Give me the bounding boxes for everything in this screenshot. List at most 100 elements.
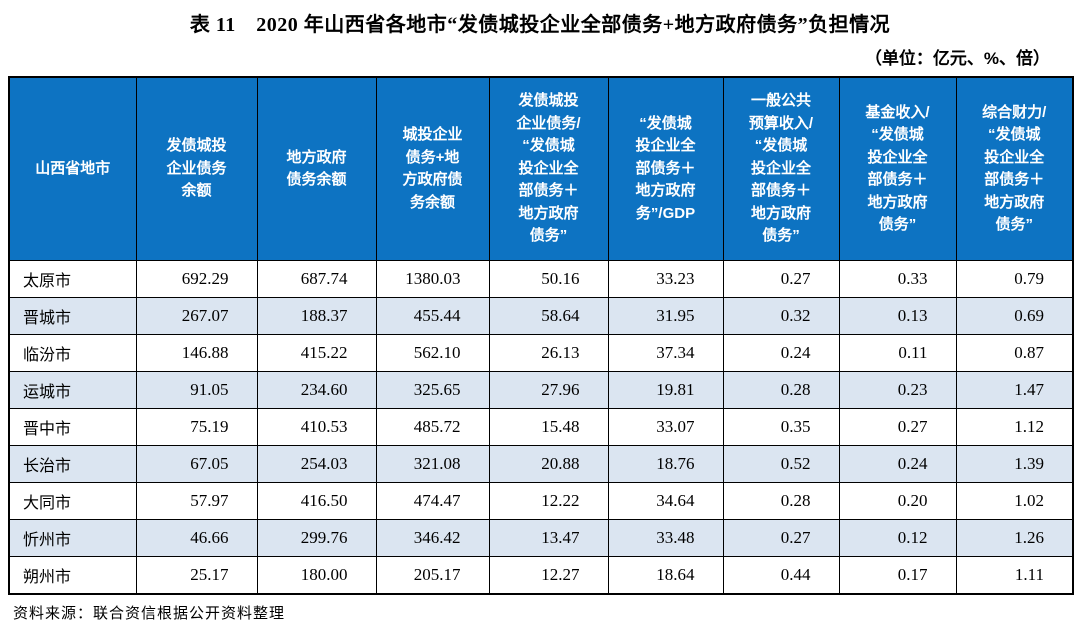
value-cell: 27.96 bbox=[488, 371, 609, 409]
value-cell: 0.44 bbox=[722, 556, 840, 595]
value-cell: 18.76 bbox=[607, 445, 724, 483]
value-cell: 0.11 bbox=[838, 334, 957, 372]
value-cell: 562.10 bbox=[375, 334, 490, 372]
table-row: 晋城市 267.07 188.37 455.44 58.64 31.95 0.3… bbox=[8, 297, 1074, 335]
value-cell: 31.95 bbox=[607, 297, 724, 335]
value-cell: 455.44 bbox=[375, 297, 490, 335]
column-header-region: 山西省地市 bbox=[8, 76, 137, 261]
value-cell: 1.26 bbox=[955, 519, 1074, 557]
value-cell: 410.53 bbox=[256, 408, 377, 446]
column-header: 综合财力/ “发债城 投企业全 部债务＋ 地方政府 债务” bbox=[955, 76, 1074, 261]
city-cell: 朔州市 bbox=[8, 556, 137, 595]
value-cell: 0.69 bbox=[955, 297, 1074, 335]
value-cell: 1380.03 bbox=[375, 260, 490, 298]
value-cell: 0.23 bbox=[838, 371, 957, 409]
column-header: 发债城投 企业债务/ “发债城 投企业全 部债务＋ 地方政府 债务” bbox=[488, 76, 609, 261]
value-cell: 0.27 bbox=[722, 519, 840, 557]
value-cell: 0.27 bbox=[722, 260, 840, 298]
value-cell: 188.37 bbox=[256, 297, 377, 335]
value-cell: 416.50 bbox=[256, 482, 377, 520]
value-cell: 20.88 bbox=[488, 445, 609, 483]
header-row: 山西省地市 发债城投 企业债务 余额 地方政府 债务余额 城投企业 债务+地 方… bbox=[8, 76, 1074, 261]
value-cell: 254.03 bbox=[256, 445, 377, 483]
city-cell: 大同市 bbox=[8, 482, 137, 520]
value-cell: 0.27 bbox=[838, 408, 957, 446]
table-row: 大同市 57.97 416.50 474.47 12.22 34.64 0.28… bbox=[8, 482, 1074, 520]
unit-note: （单位：亿元、%、倍） bbox=[864, 49, 1050, 68]
table-row: 晋中市 75.19 410.53 485.72 15.48 33.07 0.35… bbox=[8, 408, 1074, 446]
value-cell: 1.11 bbox=[955, 556, 1074, 595]
column-header: 地方政府 债务余额 bbox=[256, 76, 377, 261]
value-cell: 19.81 bbox=[607, 371, 724, 409]
value-cell: 0.87 bbox=[955, 334, 1074, 372]
table-row: 忻州市 46.66 299.76 346.42 13.47 33.48 0.27… bbox=[8, 519, 1074, 557]
value-cell: 205.17 bbox=[375, 556, 490, 595]
table-title: 表 11 2020 年山西省各地市“发债城投企业全部债务+地方政府债务”负担情况 bbox=[189, 14, 891, 36]
value-cell: 1.02 bbox=[955, 482, 1074, 520]
value-cell: 58.64 bbox=[488, 297, 609, 335]
value-cell: 692.29 bbox=[135, 260, 258, 298]
table-row: 长治市 67.05 254.03 321.08 20.88 18.76 0.52… bbox=[8, 445, 1074, 483]
source-note: 资料来源：联合资信根据公开资料整理 bbox=[13, 606, 286, 620]
value-cell: 485.72 bbox=[375, 408, 490, 446]
value-cell: 146.88 bbox=[135, 334, 258, 372]
value-cell: 0.17 bbox=[838, 556, 957, 595]
column-header: 发债城投 企业债务 余额 bbox=[135, 76, 258, 261]
value-cell: 33.48 bbox=[607, 519, 724, 557]
value-cell: 1.12 bbox=[955, 408, 1074, 446]
column-header: “发债城 投企业全 部债务＋ 地方政府 务”/GDP bbox=[607, 76, 724, 261]
value-cell: 91.05 bbox=[135, 371, 258, 409]
city-cell: 晋中市 bbox=[8, 408, 137, 446]
value-cell: 26.13 bbox=[488, 334, 609, 372]
value-cell: 0.24 bbox=[722, 334, 840, 372]
city-cell: 临汾市 bbox=[8, 334, 137, 372]
value-cell: 18.64 bbox=[607, 556, 724, 595]
city-cell: 太原市 bbox=[8, 260, 137, 298]
value-cell: 0.33 bbox=[838, 260, 957, 298]
value-cell: 0.28 bbox=[722, 371, 840, 409]
value-cell: 12.27 bbox=[488, 556, 609, 595]
column-header: 城投企业 债务+地 方政府债 务余额 bbox=[375, 76, 490, 261]
value-cell: 267.07 bbox=[135, 297, 258, 335]
value-cell: 346.42 bbox=[375, 519, 490, 557]
table-row: 太原市 692.29 687.74 1380.03 50.16 33.23 0.… bbox=[8, 260, 1074, 298]
column-header: 一般公共 预算收入/ “发债城 投企业全 部债务＋ 地方政府 债务” bbox=[722, 76, 840, 261]
value-cell: 33.23 bbox=[607, 260, 724, 298]
city-cell: 忻州市 bbox=[8, 519, 137, 557]
city-cell: 晋城市 bbox=[8, 297, 137, 335]
value-cell: 0.79 bbox=[955, 260, 1074, 298]
value-cell: 12.22 bbox=[488, 482, 609, 520]
value-cell: 0.24 bbox=[838, 445, 957, 483]
table-row: 运城市 91.05 234.60 325.65 27.96 19.81 0.28… bbox=[8, 371, 1074, 409]
value-cell: 234.60 bbox=[256, 371, 377, 409]
value-cell: 180.00 bbox=[256, 556, 377, 595]
column-header: 基金收入/ “发债城 投企业全 部债务＋ 地方政府 债务” bbox=[838, 76, 957, 261]
value-cell: 415.22 bbox=[256, 334, 377, 372]
value-cell: 37.34 bbox=[607, 334, 724, 372]
value-cell: 325.65 bbox=[375, 371, 490, 409]
value-cell: 0.13 bbox=[838, 297, 957, 335]
value-cell: 34.64 bbox=[607, 482, 724, 520]
value-cell: 321.08 bbox=[375, 445, 490, 483]
value-cell: 474.47 bbox=[375, 482, 490, 520]
value-cell: 0.35 bbox=[722, 408, 840, 446]
value-cell: 0.20 bbox=[838, 482, 957, 520]
value-cell: 57.97 bbox=[135, 482, 258, 520]
value-cell: 0.32 bbox=[722, 297, 840, 335]
value-cell: 687.74 bbox=[256, 260, 377, 298]
value-cell: 50.16 bbox=[488, 260, 609, 298]
value-cell: 46.66 bbox=[135, 519, 258, 557]
city-cell: 运城市 bbox=[8, 371, 137, 409]
value-cell: 33.07 bbox=[607, 408, 724, 446]
value-cell: 75.19 bbox=[135, 408, 258, 446]
value-cell: 13.47 bbox=[488, 519, 609, 557]
debt-burden-table: 山西省地市 发债城投 企业债务 余额 地方政府 债务余额 城投企业 债务+地 方… bbox=[8, 76, 1074, 595]
value-cell: 25.17 bbox=[135, 556, 258, 595]
table-row: 朔州市 25.17 180.00 205.17 12.27 18.64 0.44… bbox=[8, 556, 1074, 595]
value-cell: 0.12 bbox=[838, 519, 957, 557]
value-cell: 15.48 bbox=[488, 408, 609, 446]
value-cell: 1.39 bbox=[955, 445, 1074, 483]
city-cell: 长治市 bbox=[8, 445, 137, 483]
value-cell: 299.76 bbox=[256, 519, 377, 557]
